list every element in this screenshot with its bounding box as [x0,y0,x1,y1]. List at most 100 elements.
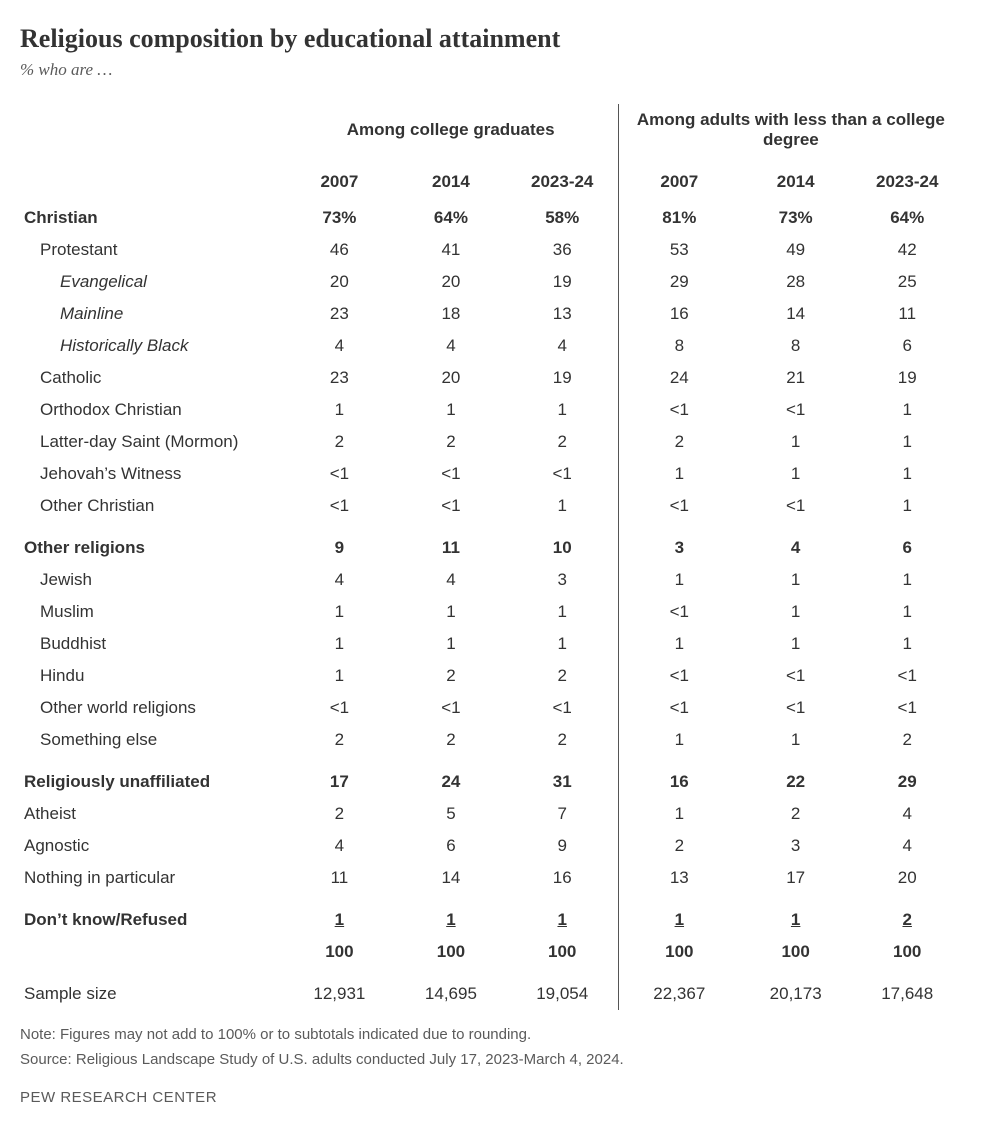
cell: <1 [284,692,396,724]
row-label: Historically Black [20,330,284,362]
cell: 4 [284,564,396,596]
cell: 3 [740,830,852,862]
cell: 1 [740,458,852,490]
cell: 1 [284,904,396,936]
table-row: Agnostic469234 [20,830,963,862]
cell: 25 [851,266,963,298]
cell: 3 [618,532,740,564]
group-header-b: Among adults with less than a college de… [618,104,963,166]
cell: 3 [507,564,619,596]
year-a-2: 2023-24 [507,166,619,202]
cell: 1 [284,628,396,660]
cell: 14 [395,862,507,894]
cell: 2 [851,724,963,756]
cell: <1 [507,692,619,724]
cell: <1 [740,660,852,692]
cell: 4 [395,564,507,596]
table-row: Other religions91110346 [20,532,963,564]
cell: 1 [740,628,852,660]
cell: 4 [740,532,852,564]
cell: 19 [507,362,619,394]
cell: <1 [395,692,507,724]
cell: <1 [740,394,852,426]
cell: 13 [507,298,619,330]
cell: 22 [740,766,852,798]
year-header-row: 2007 2014 2023-24 2007 2014 2023-24 [20,166,963,202]
cell: <1 [284,490,396,522]
cell: 1 [851,458,963,490]
cell: 11 [851,298,963,330]
cell: 20 [284,266,396,298]
table-row: Don’t know/Refused111112 [20,904,963,936]
row-label: Other Christian [20,490,284,522]
cell: 1 [284,394,396,426]
table-row: Muslim111<111 [20,596,963,628]
cell: 17 [740,862,852,894]
table-row [20,968,963,978]
cell: 16 [507,862,619,894]
year-b-2: 2023-24 [851,166,963,202]
cell: 19,054 [507,978,619,1010]
cell: <1 [618,596,740,628]
cell: 81% [618,202,740,234]
cell: 2 [284,798,396,830]
table-body: Christian73%64%58%81%73%64%Protestant464… [20,202,963,1010]
row-label: Christian [20,202,284,234]
cell: 1 [618,798,740,830]
cell: 73% [740,202,852,234]
cell: 1 [851,426,963,458]
row-label: Orthodox Christian [20,394,284,426]
table-row: Other Christian<1<11<1<11 [20,490,963,522]
cell: <1 [395,490,507,522]
cell: 10 [507,532,619,564]
table-row: Mainline231813161411 [20,298,963,330]
cell: 1 [395,628,507,660]
cell: 20,173 [740,978,852,1010]
cell: 6 [395,830,507,862]
cell: <1 [618,692,740,724]
cell: 1 [507,904,619,936]
cell: 46 [284,234,396,266]
row-label: Buddhist [20,628,284,660]
cell: 1 [507,628,619,660]
table-row: Christian73%64%58%81%73%64% [20,202,963,234]
cell: <1 [284,458,396,490]
cell: 1 [395,596,507,628]
row-label: Catholic [20,362,284,394]
cell: 17,648 [851,978,963,1010]
cell: 2 [618,426,740,458]
cell: 1 [507,490,619,522]
cell: 8 [618,330,740,362]
row-label: Mainline [20,298,284,330]
cell: 1 [618,724,740,756]
group-header-row: Among college graduates Among adults wit… [20,104,963,166]
row-label: Something else [20,724,284,756]
cell: 16 [618,298,740,330]
table-row: Jehovah’s Witness<1<1<1111 [20,458,963,490]
cell: 1 [851,596,963,628]
cell: 1 [507,596,619,628]
year-a-1: 2014 [395,166,507,202]
table-row: Protestant464136534942 [20,234,963,266]
year-b-1: 2014 [740,166,852,202]
cell: 4 [395,330,507,362]
cell: 1 [284,596,396,628]
footnote-note: Note: Figures may not add to 100% or to … [20,1024,963,1047]
cell: 64% [395,202,507,234]
cell: 2 [507,426,619,458]
cell: 19 [507,266,619,298]
cell: 14,695 [395,978,507,1010]
cell: 1 [395,904,507,936]
table-row: Atheist257124 [20,798,963,830]
cell: 8 [740,330,852,362]
row-label: Atheist [20,798,284,830]
cell: 1 [740,724,852,756]
row-label: Sample size [20,978,284,1010]
cell: 5 [395,798,507,830]
cell: 1 [618,458,740,490]
cell: 4 [851,798,963,830]
cell: 9 [284,532,396,564]
cell: <1 [851,660,963,692]
cell: 2 [395,660,507,692]
cell: 28 [740,266,852,298]
